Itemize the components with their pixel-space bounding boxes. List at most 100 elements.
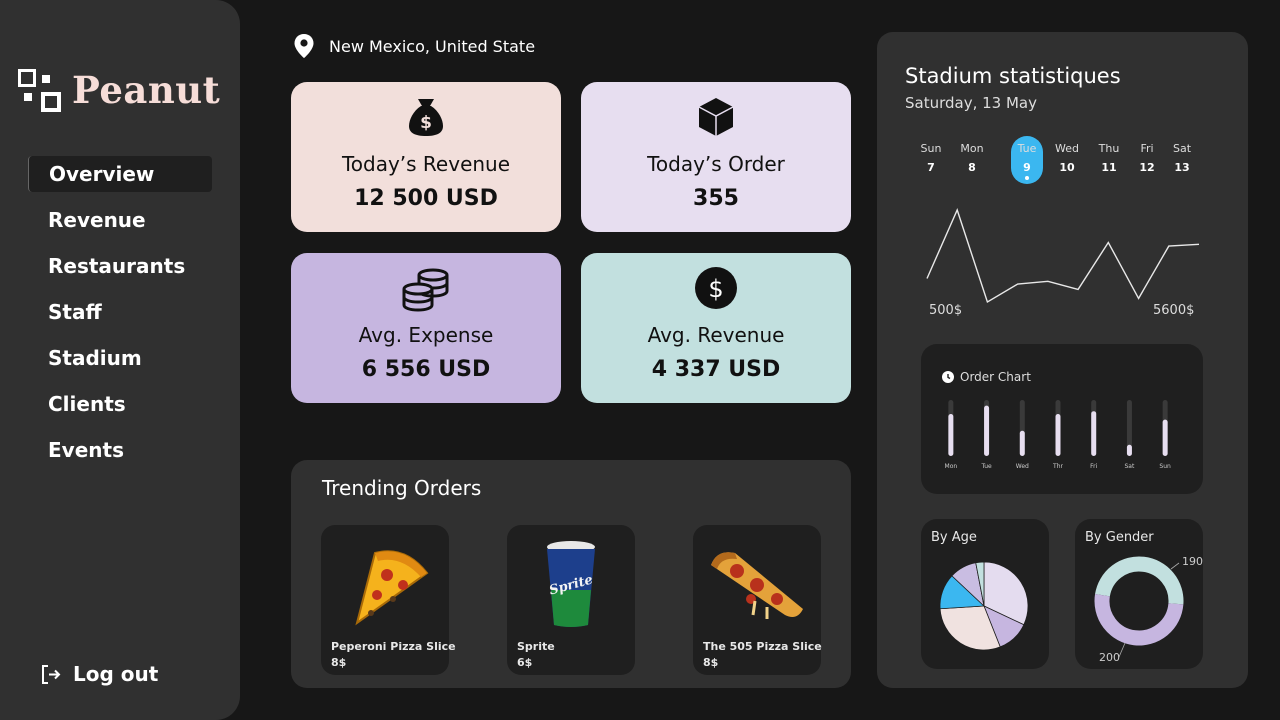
order-chart-title: Order Chart	[942, 370, 1031, 384]
gender-donut-segment	[1094, 594, 1184, 646]
by-gender-title: By Gender	[1085, 530, 1154, 545]
logout-icon	[42, 664, 61, 684]
trending-orders: Trending Orders Peperoni Pizza Slice 8$ …	[291, 460, 851, 688]
day-sun[interactable]: Sun 7	[915, 136, 947, 184]
bar-track	[1126, 400, 1132, 456]
gender-value-label: 200	[1099, 651, 1120, 664]
day-mon[interactable]: Mon 8	[956, 136, 988, 184]
order-chart: Order Chart Mon Tue Wed Thr Fri Sat Sun	[921, 344, 1203, 494]
sidebar-item-staff[interactable]: Staff	[48, 300, 102, 324]
card-value: 6 556 USD	[361, 357, 491, 382]
day-name: Mon	[960, 142, 984, 155]
gender-donut-segment	[1095, 556, 1184, 605]
day-name: Wed	[1055, 142, 1079, 155]
day-name: Sat	[1172, 142, 1192, 155]
logout-button[interactable]: Log out	[40, 662, 158, 686]
sidebar-item-clients[interactable]: Clients	[48, 392, 126, 416]
by-age-title: By Age	[931, 530, 977, 545]
panel-title: Stadium statistiques	[905, 64, 1121, 88]
order-bar	[1162, 419, 1168, 456]
day-sat[interactable]: Sat 13	[1166, 136, 1198, 184]
dollar-icon: $	[581, 267, 851, 309]
day-number: 10	[1059, 161, 1075, 174]
by-age-chart: By Age	[921, 519, 1049, 669]
by-gender-chart: By Gender 190 200	[1075, 519, 1203, 669]
day-tue[interactable]: Tue 9	[1011, 136, 1043, 184]
card-avg-revenue[interactable]: $ Avg. Revenue 4 337 USD	[581, 253, 851, 403]
trending-item[interactable]: The 505 Pizza Slice 8$	[693, 525, 822, 675]
sidebar: Peanut Overview Revenue Restaurants Staf…	[0, 0, 240, 720]
stadium-stats-panel: Stadium statistiques Saturday, 13 May Su…	[877, 32, 1248, 688]
item-name: Sprite	[517, 640, 555, 653]
sidebar-item-overview[interactable]: Overview	[28, 156, 212, 192]
bar-tick-label: Thr	[1052, 463, 1063, 470]
trending-item[interactable]: Sprite Sprite 6$	[507, 525, 635, 675]
logo-mark-icon	[18, 68, 61, 112]
sidebar-item-stadium[interactable]: Stadium	[48, 346, 142, 370]
panel-date: Saturday, 13 May	[905, 94, 1037, 112]
gender-value-label: 190	[1182, 555, 1203, 568]
sidebar-item-revenue[interactable]: Revenue	[48, 208, 146, 232]
logout-label: Log out	[73, 662, 159, 686]
bar-tick-label: Fri	[1090, 463, 1097, 470]
gender-leader-line	[1170, 562, 1180, 570]
day-number: 8	[968, 161, 976, 174]
card-label: Today’s Revenue	[341, 152, 511, 176]
box-icon	[581, 96, 851, 138]
active-day-dot	[1025, 176, 1029, 180]
order-chart-title-text: Order Chart	[960, 370, 1031, 384]
bar-tick-label: Sun	[1159, 463, 1171, 470]
bar-tick-label: Wed	[1016, 463, 1029, 470]
card-avg-expense[interactable]: Avg. Expense 6 556 USD	[291, 253, 561, 403]
trending-item[interactable]: Peperoni Pizza Slice 8$	[321, 525, 456, 675]
logo[interactable]: Peanut	[18, 68, 220, 112]
pizza-slice-image	[711, 552, 803, 619]
gender-donut-chart: 190 200	[1094, 555, 1203, 664]
card-todays-order[interactable]: Today’s Order 355	[581, 82, 851, 232]
revenue-line-chart	[926, 208, 1200, 304]
svg-text:$: $	[708, 275, 723, 303]
pizza-slice-image	[355, 550, 429, 626]
logo-text: Peanut	[72, 68, 221, 112]
money-bag-icon: $	[291, 96, 561, 138]
sidebar-item-events[interactable]: Events	[48, 438, 124, 462]
card-label: Today’s Order	[647, 152, 785, 176]
day-number: 9	[1023, 161, 1031, 174]
location-pin-icon	[294, 34, 314, 58]
card-value: 4 337 USD	[651, 357, 781, 382]
card-value: 12 500 USD	[354, 186, 498, 211]
day-number: 12	[1139, 161, 1155, 174]
trending-title: Trending Orders	[322, 476, 482, 500]
day-number: 13	[1174, 161, 1190, 174]
card-label: Avg. Revenue	[647, 323, 785, 347]
location-text: New Mexico, United State	[329, 36, 536, 56]
line-min-label: 500$	[929, 303, 963, 318]
bar-tick-label: Mon	[945, 463, 958, 470]
item-name: The 505 Pizza Slice	[703, 640, 822, 653]
order-bar	[1019, 430, 1025, 456]
item-name: Peperoni Pizza Slice	[331, 640, 456, 653]
age-pie-slice	[939, 605, 1001, 651]
order-bar	[1055, 414, 1061, 456]
day-name: Thu	[1098, 142, 1120, 155]
line-max-label: 5600$	[1153, 303, 1195, 318]
order-bar	[948, 414, 954, 456]
day-thu[interactable]: Thu 11	[1093, 136, 1125, 184]
card-todays-revenue[interactable]: $ Today’s Revenue 12 500 USD	[291, 82, 561, 232]
day-fri[interactable]: Fri 12	[1131, 136, 1163, 184]
card-label: Avg. Expense	[358, 323, 494, 347]
coins-icon	[291, 267, 561, 313]
sidebar-item-restaurants[interactable]: Restaurants	[48, 254, 186, 278]
clock-icon	[942, 371, 954, 383]
bar-tick-label: Tue	[980, 463, 992, 470]
day-wed[interactable]: Wed 10	[1051, 136, 1083, 184]
day-number: 7	[927, 161, 935, 174]
order-bar	[984, 405, 990, 456]
order-bar	[1091, 411, 1097, 456]
sprite-cup-image: Sprite	[547, 541, 595, 627]
day-number: 11	[1101, 161, 1117, 174]
order-bar	[1126, 444, 1132, 456]
age-pie-chart	[939, 561, 1029, 651]
item-price: 8$	[331, 656, 347, 669]
age-pie-slice	[983, 561, 1029, 626]
